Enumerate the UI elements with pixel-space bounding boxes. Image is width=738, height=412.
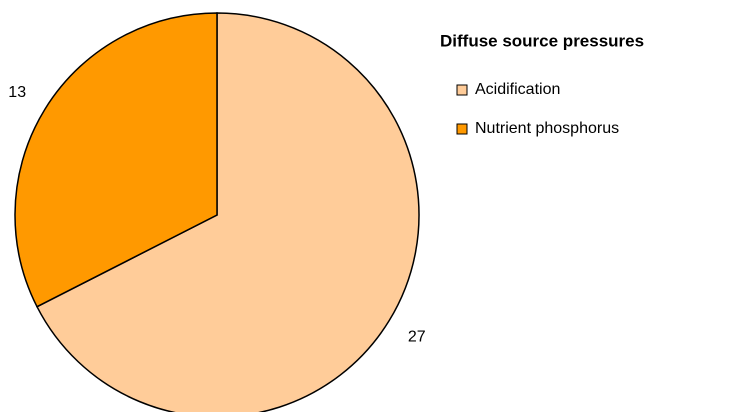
pie-slice <box>14 12 218 308</box>
legend-label: Nutrient phosphorus <box>475 120 619 137</box>
legend-swatch <box>456 84 468 96</box>
legend-title: Diffuse source pressures <box>440 31 644 50</box>
pie-slice <box>36 12 420 412</box>
data-label: 13 <box>8 84 26 101</box>
legend-label: Acidification <box>475 81 560 98</box>
data-label: 27 <box>408 329 426 346</box>
legend-swatch <box>456 123 468 135</box>
